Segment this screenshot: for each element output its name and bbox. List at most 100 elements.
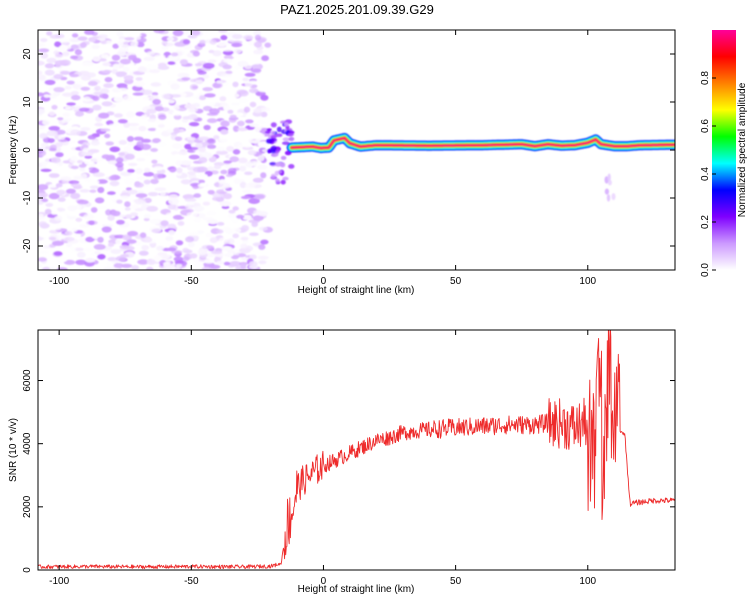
spectrogram-cell bbox=[104, 221, 113, 226]
spectrogram-cell bbox=[99, 93, 108, 99]
spectrogram-cell bbox=[172, 110, 182, 116]
spectrogram-cell bbox=[92, 172, 105, 178]
spectrogram-cell bbox=[175, 240, 184, 246]
spectrogram-cell bbox=[204, 259, 214, 264]
spectrogram-cell bbox=[101, 54, 109, 59]
snr-panel: -100 -50 0 50 100 0 2000 4000 6000 Height of st… bbox=[8, 329, 676, 595]
spectrogram-cell bbox=[252, 60, 260, 66]
spectrogram-cell bbox=[44, 63, 55, 69]
spectrogram-cell bbox=[55, 183, 63, 188]
spectrogram-cell bbox=[127, 142, 139, 147]
spectrogram-cell bbox=[245, 119, 254, 124]
spectrogram-cell bbox=[93, 91, 103, 96]
spectrogram-cell bbox=[146, 259, 156, 265]
spectrogram-cell bbox=[261, 55, 269, 62]
spectrogram-cell bbox=[123, 75, 134, 81]
spectrogram-cell bbox=[170, 83, 180, 90]
spectrogram-cell bbox=[240, 236, 249, 241]
spectrogram-cell bbox=[218, 182, 231, 189]
spectrogram-cell bbox=[223, 160, 233, 164]
spectrogram-cell bbox=[240, 195, 251, 200]
spectrogram-cell bbox=[257, 141, 270, 148]
spectrogram-cell bbox=[216, 260, 225, 265]
spectrogram-cell bbox=[253, 108, 263, 114]
spectrogram-cell bbox=[256, 133, 265, 138]
spectrogram-cell bbox=[44, 69, 55, 76]
spectrogram-cell bbox=[123, 122, 131, 128]
spectrogram-cell bbox=[258, 244, 266, 250]
x-tick-label: 0 bbox=[321, 576, 327, 587]
spectrogram-cell bbox=[179, 160, 192, 166]
spectrogram-cell bbox=[253, 49, 264, 55]
spectrogram-cell bbox=[143, 152, 153, 156]
spectrogram-cell bbox=[88, 167, 97, 171]
spectrogram-cell bbox=[236, 214, 245, 219]
spectrogram-cell bbox=[153, 173, 163, 180]
spectrogram-cell bbox=[194, 63, 203, 67]
spectrogram-cell bbox=[242, 189, 252, 194]
spectrogram-cell bbox=[39, 133, 48, 139]
spectrogram-cell bbox=[94, 197, 105, 204]
spectrogram-cell bbox=[78, 107, 90, 112]
spectrogram-cell bbox=[38, 43, 46, 47]
spectrogram-cell bbox=[216, 222, 225, 226]
spectrogram-cell bbox=[134, 182, 144, 188]
spectrogram-cell bbox=[89, 185, 99, 189]
spectrogram-x-label: Height of straight line (km) bbox=[298, 285, 415, 296]
spectrogram-cell bbox=[56, 189, 66, 195]
spectrogram-cell bbox=[249, 254, 257, 260]
spectrogram-cell bbox=[91, 31, 98, 36]
spectrogram-cell bbox=[168, 166, 177, 173]
spectrogram-cell bbox=[247, 150, 257, 156]
spectrogram-cell bbox=[190, 84, 198, 91]
spectrogram-cell bbox=[163, 263, 174, 270]
spectrogram-cell bbox=[158, 114, 167, 120]
spectrogram-cell bbox=[218, 137, 228, 143]
spectrogram-cell bbox=[270, 122, 277, 128]
spectrogram-cell bbox=[94, 122, 104, 127]
spectrogram-cell bbox=[258, 260, 267, 265]
spectrogram-cell bbox=[257, 155, 265, 162]
spectrogram-cell bbox=[147, 192, 159, 197]
spectrogram-cell bbox=[185, 236, 195, 243]
spectrogram-cell bbox=[232, 188, 239, 194]
spectrogram-cell bbox=[258, 226, 268, 231]
spectrogram-cell bbox=[264, 42, 272, 48]
spectrogram-cell bbox=[149, 69, 160, 74]
y-tick-label: -10 bbox=[22, 190, 33, 205]
spectrogram-cell bbox=[61, 119, 70, 124]
snr-x-axis: -100 -50 0 50 100 bbox=[49, 330, 597, 587]
spectrogram-cell bbox=[187, 114, 199, 121]
spectrogram-cell bbox=[219, 200, 232, 207]
spectrogram-cell bbox=[60, 210, 71, 215]
spectrogram-cell bbox=[109, 146, 121, 153]
spectrogram-cell bbox=[121, 263, 133, 268]
spectrogram-cell bbox=[144, 237, 153, 243]
spectrogram-cell bbox=[126, 111, 136, 118]
spectrogram-cell bbox=[75, 111, 84, 117]
spectrogram-cell bbox=[52, 240, 64, 246]
spectrogram-cell bbox=[38, 48, 50, 53]
y-tick-label: 4000 bbox=[22, 432, 33, 455]
spectrogram-cell bbox=[125, 214, 133, 219]
spectrogram-cell bbox=[104, 77, 113, 83]
spectrogram-cell bbox=[150, 82, 162, 87]
spectrogram-cell bbox=[242, 77, 249, 82]
spectrogram-cell bbox=[57, 233, 67, 240]
spectrogram-cell bbox=[73, 185, 83, 189]
spectrogram-cell bbox=[138, 125, 147, 132]
spectrogram-cell bbox=[53, 74, 64, 79]
spectrogram-cell bbox=[123, 104, 132, 109]
spectrogram-cell bbox=[282, 141, 290, 146]
spectrogram-cell bbox=[253, 41, 263, 48]
spectrogram-cell bbox=[175, 160, 183, 166]
spectrogram-cell bbox=[111, 210, 121, 217]
spectrogram-cell bbox=[108, 242, 115, 247]
spectrogram-cell bbox=[147, 127, 157, 132]
spectrogram-cell bbox=[197, 70, 207, 75]
spectrogram-cell bbox=[205, 232, 213, 238]
spectrogram-cell bbox=[134, 46, 142, 52]
spectrogram-cell bbox=[87, 72, 96, 78]
spectrogram-cell bbox=[232, 81, 239, 88]
spectrogram-cell bbox=[90, 207, 98, 213]
